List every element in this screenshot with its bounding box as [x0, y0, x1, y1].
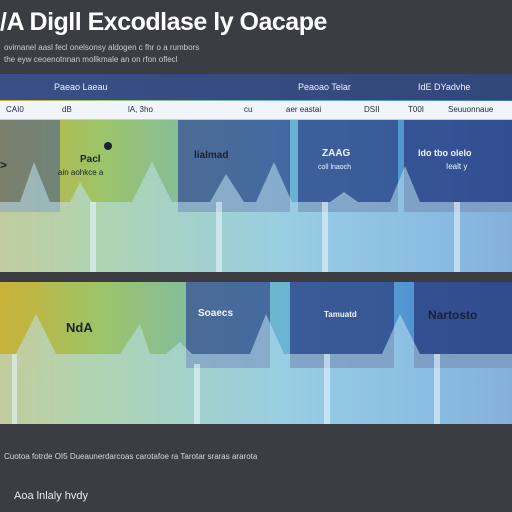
column-label: Tamuatd [324, 310, 357, 319]
band-block [414, 282, 512, 368]
column-label: ZAAG [322, 148, 351, 159]
column-band: Pacl ain aohkce a lialmad ZAAG coll lnao… [0, 120, 512, 212]
top-panel: Paeao Laeau Peaoao Telar IdE DYadvhe CAI… [0, 74, 512, 272]
column-sublabel: coll lnaoch [318, 164, 352, 171]
column-label: Nartosto [428, 308, 478, 322]
label-cell: lA, 3ho [128, 105, 153, 114]
column-label: Pacl [80, 154, 101, 165]
tower-silhouette [0, 162, 512, 272]
footer-text: Aoa lnlaly hvdy [14, 490, 88, 502]
bottom-panel: NdA Soaecs Tamuatd Nartosto [0, 282, 512, 424]
column-sublabel: Iealt y [446, 162, 468, 171]
label-cell: aer eastai [286, 105, 322, 114]
dot-icon [104, 142, 112, 150]
subtitle-line-2: the eyw ceoenotnnan mollkmale an on rfon… [4, 55, 178, 64]
label-cell: CAI0 [6, 105, 24, 114]
label-row: CAI0 dB lA, 3ho cu aer eastai DSII T00I … [0, 101, 512, 120]
column-sublabel: ain aohkce a [58, 168, 104, 177]
header-strip: Paeao Laeau Peaoao Telar IdE DYadvhe [0, 74, 512, 100]
band-block [404, 120, 512, 212]
subtitle-line-1: ovimanel aasl fecl onelsonsy aldogen c f… [4, 43, 200, 52]
label-cell: DSII [364, 105, 380, 114]
column-label: Soaecs [198, 308, 234, 319]
page-title: /A Digll Excodlase ly Oacape [0, 8, 327, 36]
label-cell: Seuuonnaue [448, 105, 494, 114]
label-cell: T00I [408, 105, 425, 114]
tower-silhouette [0, 314, 512, 424]
band-block [290, 282, 394, 368]
label-cell: cu [244, 105, 253, 114]
header-cell: IdE DYadvhe [418, 82, 471, 92]
column-label: ldo tbo olelo [418, 148, 472, 158]
column-label: NdA [66, 320, 93, 335]
header-cell: Paeao Laeau [54, 82, 108, 92]
label-cell: dB [62, 105, 72, 114]
column-label-fragment: > [0, 158, 8, 172]
caption: Cuotoa fotrde OI5 Dueaunerdarcoas carota… [4, 452, 258, 461]
column-label: lialmad [194, 150, 229, 161]
header-cell: Peaoao Telar [298, 82, 351, 92]
